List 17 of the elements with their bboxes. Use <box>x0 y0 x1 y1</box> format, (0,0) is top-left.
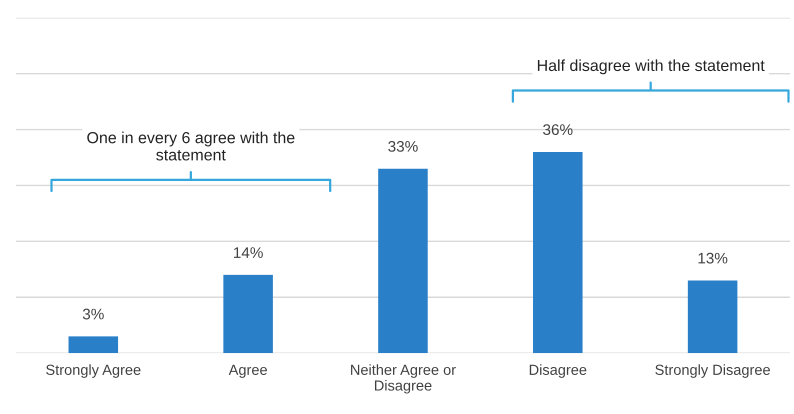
x-tick-label: Strongly Disagree <box>655 364 770 378</box>
annotation: Half disagree with the statement <box>538 59 765 74</box>
annotation: One in every 6 agree with the statement <box>87 132 294 161</box>
x-tick-label: Disagree <box>530 364 586 378</box>
data-label: 14% <box>234 247 263 258</box>
bar <box>533 152 583 354</box>
bar <box>68 336 118 354</box>
data-label: 3% <box>82 308 104 320</box>
x-tick-label: Neither Agree or Disagree <box>351 364 456 394</box>
data-label: 36% <box>543 124 573 136</box>
x-tick-label: Agree <box>228 364 267 378</box>
bar <box>378 168 428 354</box>
bar <box>688 280 738 354</box>
bar <box>223 274 273 354</box>
x-tick-label: Strongly Agree <box>46 364 140 378</box>
data-label: 13% <box>698 252 728 264</box>
data-label: 33% <box>388 140 418 152</box>
